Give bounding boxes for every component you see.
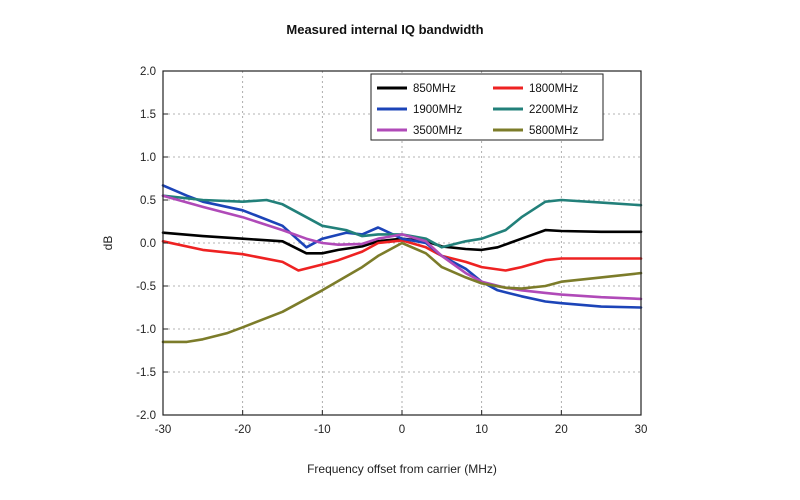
y-tick-label: 1.0 bbox=[140, 152, 156, 164]
x-tick-label: 10 bbox=[475, 424, 488, 436]
legend-label: 5800MHz bbox=[529, 125, 578, 137]
series-line-1900MHz bbox=[161, 184, 643, 309]
y-axis-ticks: -2.0 -1.5 -1.0 -0.5 0.0 0.5 1.0 1.5 2.0 bbox=[136, 66, 168, 422]
x-tick-label: 30 bbox=[635, 424, 648, 436]
series-line-5800MHz bbox=[161, 241, 643, 344]
legend-label: 2200MHz bbox=[529, 104, 578, 116]
series-group bbox=[161, 184, 643, 344]
x-tick-label: 0 bbox=[399, 424, 405, 436]
x-tick-label: 20 bbox=[555, 424, 568, 436]
series-line-1800MHz bbox=[161, 239, 643, 272]
y-tick-label: -0.5 bbox=[136, 281, 156, 293]
y-tick-label: 0.5 bbox=[140, 195, 156, 207]
y-tick-label: 1.5 bbox=[140, 109, 156, 121]
legend: 850MHz 1800MHz 1900MHz 2200MHz 3500MHz 5800MH… bbox=[370, 73, 604, 141]
legend-label: 1800MHz bbox=[529, 83, 578, 95]
y-tick-label: -2.0 bbox=[136, 410, 156, 422]
y-tick-label: 0.0 bbox=[140, 238, 156, 250]
x-tick-label: -20 bbox=[234, 424, 251, 436]
x-axis-label: Frequency offset from carrier (MHz) bbox=[307, 462, 497, 476]
legend-box bbox=[370, 73, 604, 141]
x-tick-label: -30 bbox=[155, 424, 172, 436]
chart-title: Measured internal IQ bandwidth bbox=[286, 22, 483, 37]
y-tick-label: -1.0 bbox=[136, 324, 156, 336]
y-axis-label: dB bbox=[101, 236, 115, 251]
legend-label: 850MHz bbox=[413, 83, 456, 95]
series-line-3500MHz bbox=[161, 194, 643, 301]
y-tick-label: -1.5 bbox=[136, 367, 156, 379]
y-tick-label: 2.0 bbox=[140, 66, 156, 78]
legend-label: 1900MHz bbox=[413, 104, 462, 116]
x-axis-ticks: -30 -20 -10 0 10 20 30 bbox=[155, 410, 648, 436]
legend-label: 3500MHz bbox=[413, 125, 462, 137]
x-tick-label: -10 bbox=[314, 424, 331, 436]
